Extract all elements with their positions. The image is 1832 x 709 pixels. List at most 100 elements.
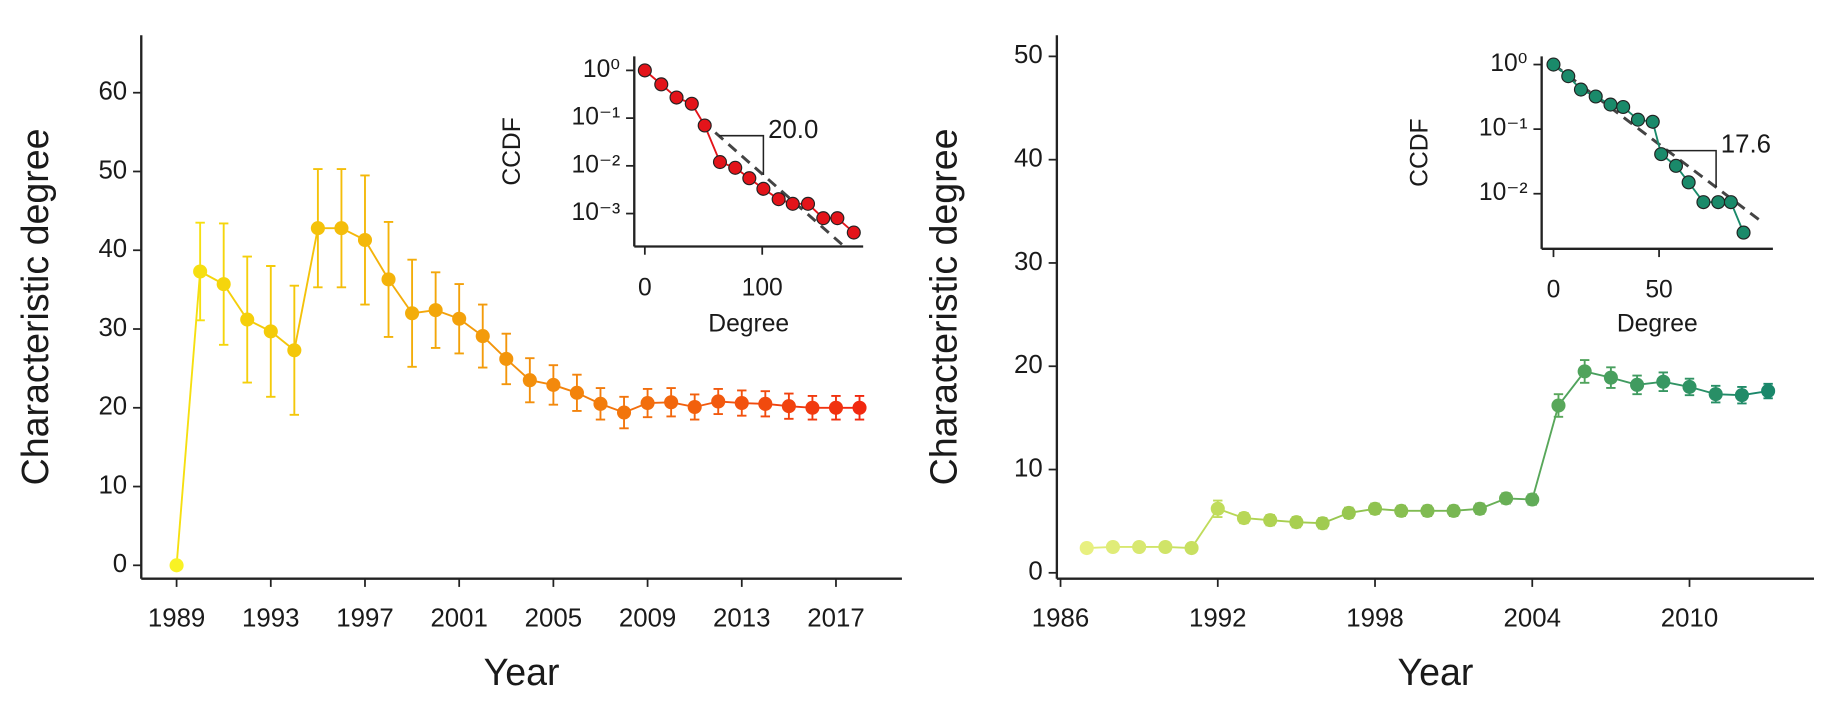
- data-point: [381, 272, 396, 287]
- y-tick-label: 0: [113, 550, 127, 578]
- data-point: [1723, 195, 1738, 210]
- data-point: [546, 377, 561, 392]
- data-point: [728, 160, 743, 175]
- y-tick-label: 10: [98, 471, 127, 499]
- data-point: [712, 155, 728, 170]
- data-point: [1736, 225, 1751, 240]
- data-point: [428, 303, 443, 318]
- data-point: [1158, 539, 1173, 555]
- x-tick-label: 1986: [1032, 605, 1089, 633]
- data-point: [1546, 57, 1561, 72]
- data-point: [785, 196, 800, 211]
- data-point: [593, 396, 608, 411]
- data-point: [1734, 388, 1749, 403]
- data-point: [1263, 513, 1278, 528]
- data-point: [1577, 364, 1592, 379]
- data-point: [1603, 370, 1618, 385]
- x-tick-label: 1993: [242, 605, 299, 633]
- y-tick-label: 10: [1014, 454, 1043, 482]
- data-point: [852, 400, 867, 415]
- y-tick-label: 20: [98, 393, 127, 421]
- y-axis-label: CCDF: [1406, 118, 1433, 186]
- line-segment: [1557, 370, 1586, 407]
- data-point: [758, 396, 773, 411]
- x-tick-label: 2013: [713, 605, 770, 633]
- slope-bracket: [718, 134, 765, 176]
- y-tick-label: 0: [1028, 558, 1042, 586]
- data-point: [405, 306, 420, 321]
- data-point: [1079, 540, 1094, 556]
- data-point: [781, 399, 796, 414]
- y-tick-label: 40: [1014, 145, 1043, 173]
- data-point: [1696, 195, 1711, 210]
- data-point: [1616, 99, 1631, 115]
- y-axis-label: Characteristic degree: [922, 129, 964, 486]
- y-tick-label: 50: [1014, 41, 1043, 69]
- data-point: [800, 196, 816, 211]
- x-tick-label: 2005: [525, 605, 582, 633]
- data-point: [637, 63, 652, 78]
- x-axis-label: Degree: [708, 311, 789, 338]
- data-point: [1654, 147, 1669, 162]
- data-point: [1472, 501, 1487, 516]
- data-point: [684, 96, 699, 111]
- data-point: [452, 311, 467, 326]
- data-point: [1132, 539, 1147, 555]
- data-point: [287, 343, 302, 358]
- data-point: [1708, 387, 1723, 402]
- data-point: [687, 399, 702, 415]
- x-axis-label: Year: [484, 651, 560, 693]
- data-point: [193, 264, 208, 279]
- data-point: [475, 329, 490, 344]
- data-point: [640, 396, 655, 411]
- fit-line: [714, 131, 844, 246]
- x-tick-label: 50: [1645, 277, 1672, 304]
- y-tick-label: 10⁻²: [1479, 179, 1528, 206]
- data-point: [1315, 516, 1330, 531]
- data-point: [1446, 503, 1461, 518]
- data-point: [1525, 492, 1540, 507]
- line-segment: [1190, 508, 1219, 549]
- y-tick-label: 20: [1014, 351, 1043, 379]
- x-tick-label: 2004: [1504, 605, 1561, 633]
- data-point: [1603, 97, 1618, 112]
- data-point: [569, 385, 584, 400]
- x-tick-label: 0: [638, 274, 652, 301]
- data-point: [669, 90, 684, 105]
- x-tick-label: 2010: [1661, 605, 1718, 633]
- data-point: [1210, 501, 1225, 516]
- data-point: [1668, 158, 1684, 173]
- y-axis-label: CCDF: [499, 117, 526, 185]
- data-point: [1656, 374, 1671, 389]
- slope-bracket: [1667, 149, 1717, 188]
- line-segment: [175, 271, 202, 566]
- y-tick-label: 30: [98, 314, 127, 342]
- data-point: [169, 558, 184, 573]
- x-tick-label: 100: [742, 274, 783, 301]
- data-point: [830, 211, 845, 226]
- data-point: [263, 324, 278, 339]
- data-point: [846, 225, 861, 240]
- data-point: [1561, 69, 1576, 84]
- data-point: [1682, 379, 1697, 394]
- y-tick-label: 10⁰: [1490, 50, 1527, 77]
- data-point: [816, 211, 831, 226]
- data-point: [616, 405, 632, 420]
- x-tick-label: 1998: [1346, 605, 1403, 633]
- data-point: [664, 395, 679, 410]
- y-tick-label: 40: [98, 235, 127, 263]
- x-tick-label: 0: [1547, 277, 1561, 304]
- data-point: [734, 396, 749, 411]
- y-tick-label: 10⁻¹: [1479, 115, 1528, 142]
- data-point: [805, 400, 820, 415]
- data-point: [1236, 511, 1252, 526]
- data-point: [756, 181, 771, 196]
- data-point: [1588, 89, 1603, 104]
- data-point: [697, 118, 712, 133]
- data-point: [771, 192, 786, 207]
- fit-label: 17.6: [1721, 131, 1771, 159]
- data-point: [499, 351, 514, 366]
- x-tick-label: 2001: [430, 605, 487, 633]
- data-point: [310, 221, 325, 236]
